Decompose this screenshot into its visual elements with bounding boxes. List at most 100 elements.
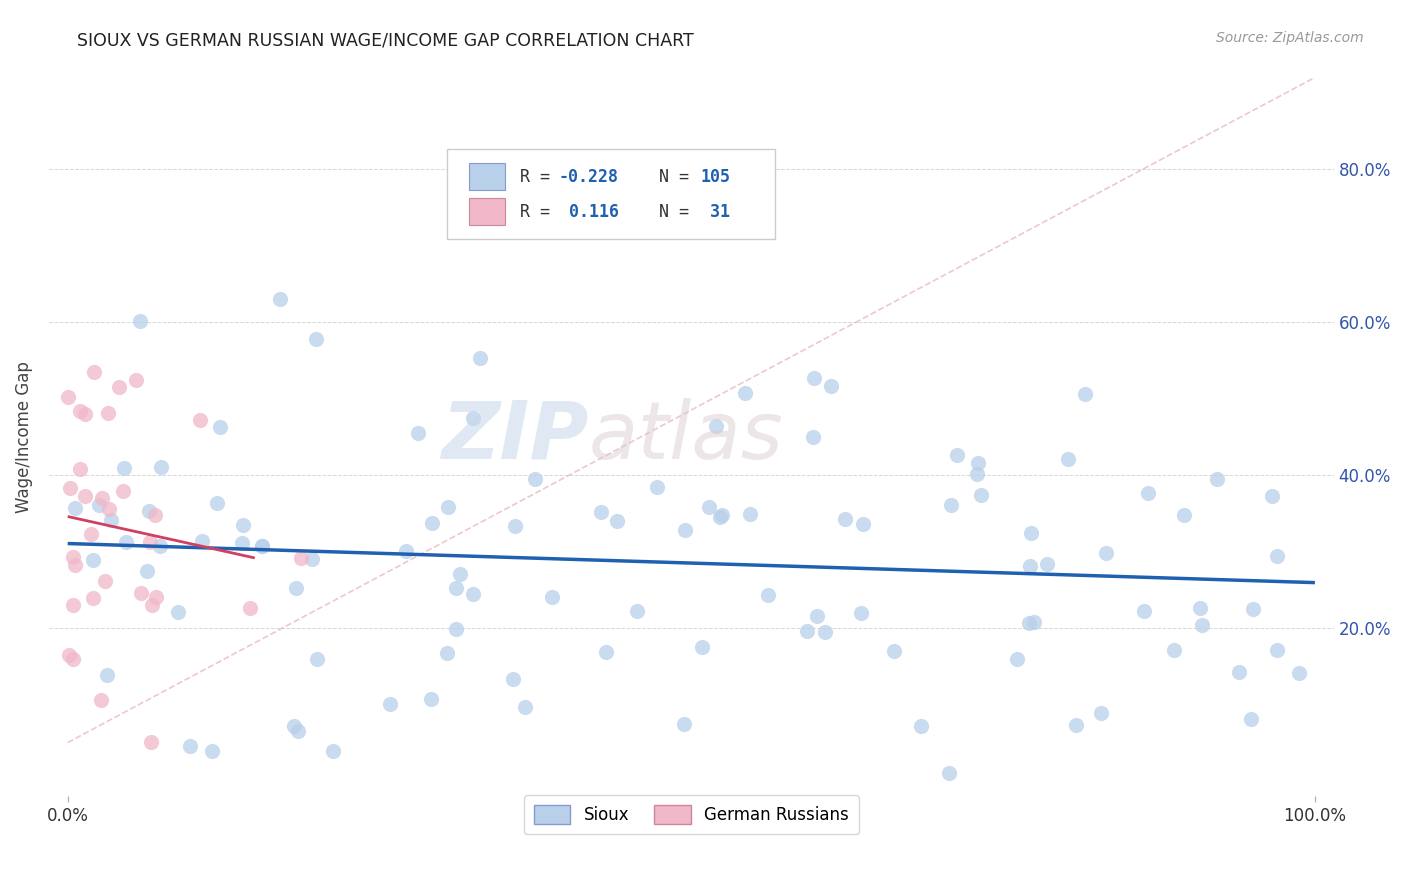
Text: ZIP: ZIP	[441, 398, 589, 475]
Point	[208, 419, 231, 434]
Point	[711, 508, 734, 523]
Point	[125, 373, 148, 387]
Point	[883, 644, 905, 658]
Point	[463, 410, 485, 425]
Point	[179, 739, 201, 753]
Point	[709, 510, 731, 524]
Point	[380, 697, 402, 711]
Point	[1191, 617, 1213, 632]
Point	[252, 539, 274, 553]
Point	[803, 430, 825, 444]
Point	[756, 588, 779, 602]
Point	[697, 500, 720, 514]
Point	[1188, 601, 1211, 615]
Point	[606, 514, 628, 528]
Point	[969, 488, 991, 502]
Point	[90, 693, 112, 707]
Point	[65, 558, 87, 572]
Point	[100, 513, 122, 527]
Point	[75, 407, 97, 421]
Point	[63, 501, 86, 516]
Point	[149, 539, 172, 553]
Point	[269, 292, 291, 306]
Text: Source: ZipAtlas.com: Source: ZipAtlas.com	[1216, 31, 1364, 45]
Point	[56, 390, 79, 404]
Point	[232, 518, 254, 533]
Point	[463, 587, 485, 601]
Point	[97, 406, 120, 420]
Text: 105: 105	[700, 168, 730, 186]
Point	[938, 766, 960, 780]
Point	[672, 717, 695, 731]
Point	[89, 498, 111, 512]
Point	[738, 507, 761, 521]
Point	[138, 504, 160, 518]
Point	[112, 483, 135, 498]
Point	[1095, 546, 1118, 560]
Point	[1163, 643, 1185, 657]
Point	[80, 526, 103, 541]
Point	[852, 517, 875, 532]
Point	[1036, 557, 1059, 571]
Point	[305, 652, 328, 666]
Point	[301, 551, 323, 566]
Bar	[470, 198, 505, 226]
Point	[690, 640, 713, 654]
Point	[513, 700, 536, 714]
Point	[136, 564, 159, 578]
Point	[626, 604, 648, 618]
Point	[541, 590, 564, 604]
Point	[1206, 472, 1229, 486]
Point	[1090, 706, 1112, 720]
Point	[114, 535, 136, 549]
Point	[470, 351, 492, 366]
Text: R =: R =	[520, 202, 561, 221]
Text: -0.228: -0.228	[560, 168, 619, 186]
Point	[201, 744, 224, 758]
Text: N =: N =	[638, 202, 699, 221]
Point	[1173, 508, 1195, 522]
Point	[503, 519, 526, 533]
Point	[143, 508, 166, 522]
Point	[1229, 665, 1251, 680]
Point	[814, 625, 837, 640]
Y-axis label: Wage/Income Gap: Wage/Income Gap	[15, 361, 32, 513]
Text: N =: N =	[638, 168, 699, 186]
Point	[820, 379, 842, 393]
Point	[69, 462, 91, 476]
Point	[589, 506, 612, 520]
Point	[395, 544, 418, 558]
Point	[112, 461, 135, 475]
Point	[1265, 549, 1288, 563]
Point	[188, 413, 211, 427]
Point	[1137, 486, 1160, 500]
Point	[910, 719, 932, 733]
Point	[129, 313, 152, 327]
Text: atlas: atlas	[589, 398, 783, 475]
Point	[59, 482, 82, 496]
Point	[94, 574, 117, 589]
Point	[167, 605, 190, 619]
Point	[239, 601, 262, 615]
Point	[1243, 602, 1265, 616]
Point	[595, 645, 617, 659]
Point	[436, 500, 458, 514]
Text: 31: 31	[700, 202, 730, 221]
Point	[287, 723, 309, 738]
Point	[1261, 489, 1284, 503]
Point	[446, 581, 468, 595]
Point	[734, 385, 756, 400]
Point	[449, 566, 471, 581]
Point	[806, 608, 828, 623]
Point	[290, 550, 312, 565]
Point	[283, 719, 305, 733]
Point	[285, 581, 308, 595]
Point	[82, 591, 104, 606]
Point	[205, 496, 228, 510]
Point	[141, 735, 163, 749]
Bar	[470, 163, 505, 190]
Point	[141, 598, 163, 612]
Point	[139, 534, 162, 549]
Point	[523, 472, 546, 486]
Legend: Sioux, German Russians: Sioux, German Russians	[523, 795, 859, 835]
